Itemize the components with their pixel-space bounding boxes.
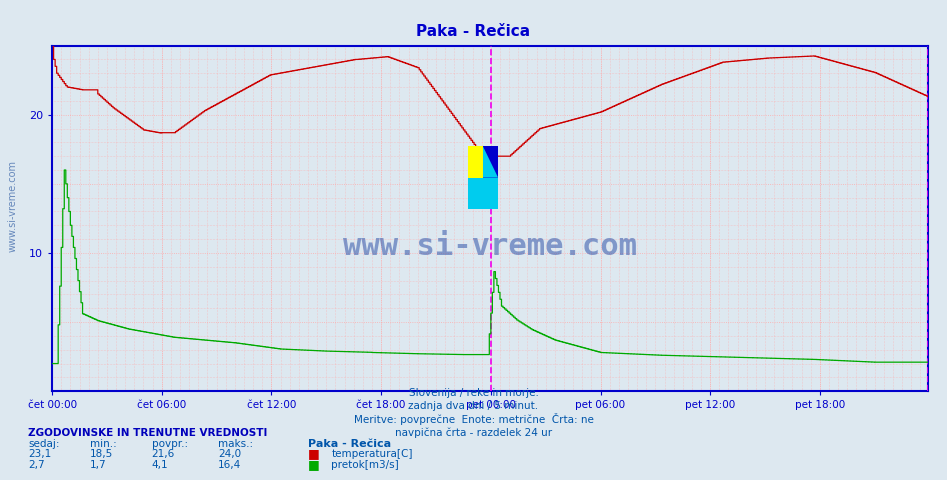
Text: www.si-vreme.com: www.si-vreme.com bbox=[343, 231, 637, 261]
Text: 1,7: 1,7 bbox=[90, 460, 107, 470]
Text: zadnja dva dni / 5 minut.: zadnja dva dni / 5 minut. bbox=[408, 401, 539, 411]
Bar bbox=[483, 146, 498, 178]
Text: 2,7: 2,7 bbox=[28, 460, 45, 470]
Text: 18,5: 18,5 bbox=[90, 449, 114, 459]
Text: temperatura[C]: temperatura[C] bbox=[331, 449, 413, 459]
Text: 21,6: 21,6 bbox=[152, 449, 175, 459]
Text: 23,1: 23,1 bbox=[28, 449, 52, 459]
Bar bbox=[468, 178, 498, 209]
Text: min.:: min.: bbox=[90, 439, 116, 449]
Bar bbox=[468, 146, 483, 178]
Text: 24,0: 24,0 bbox=[218, 449, 241, 459]
Polygon shape bbox=[483, 146, 498, 178]
Text: navpična črta - razdelek 24 ur: navpična črta - razdelek 24 ur bbox=[395, 428, 552, 438]
Text: www.si-vreme.com: www.si-vreme.com bbox=[8, 160, 17, 252]
Text: 16,4: 16,4 bbox=[218, 460, 241, 470]
Text: sedaj:: sedaj: bbox=[28, 439, 60, 449]
Text: Meritve: povprečne  Enote: metrične  Črta: ne: Meritve: povprečne Enote: metrične Črta:… bbox=[353, 413, 594, 425]
Text: povpr.:: povpr.: bbox=[152, 439, 188, 449]
Text: pretok[m3/s]: pretok[m3/s] bbox=[331, 460, 400, 470]
Text: maks.:: maks.: bbox=[218, 439, 253, 449]
Text: Paka - Rečica: Paka - Rečica bbox=[417, 24, 530, 39]
Text: Slovenija / reke in morje.: Slovenija / reke in morje. bbox=[408, 388, 539, 398]
Text: ■: ■ bbox=[308, 458, 319, 471]
Text: ZGODOVINSKE IN TRENUTNE VREDNOSTI: ZGODOVINSKE IN TRENUTNE VREDNOSTI bbox=[28, 428, 268, 438]
Text: 4,1: 4,1 bbox=[152, 460, 169, 470]
Text: ■: ■ bbox=[308, 447, 319, 460]
Text: Paka - Rečica: Paka - Rečica bbox=[308, 439, 391, 449]
